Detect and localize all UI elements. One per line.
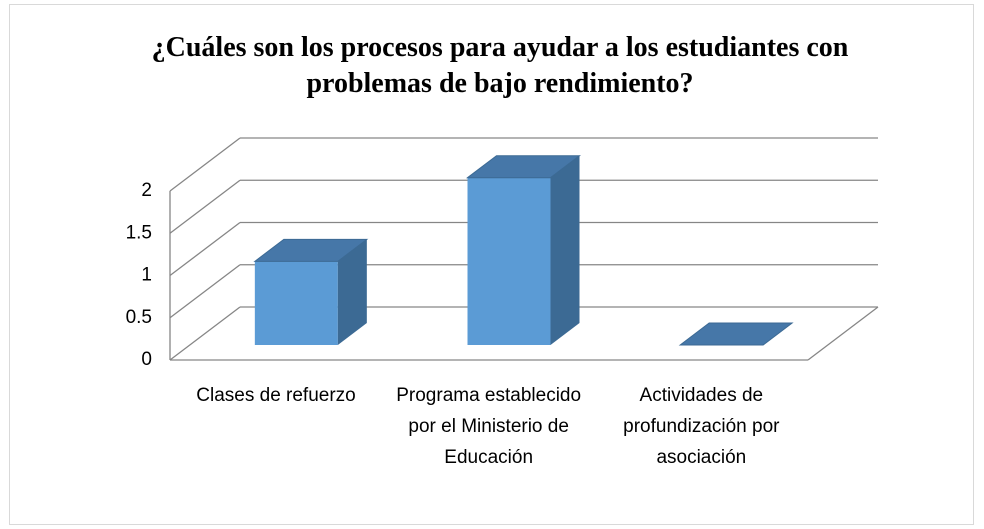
- chart-frame: [9, 4, 974, 525]
- bar-front: [467, 177, 551, 345]
- y-tick-label: 0: [141, 349, 152, 370]
- y-tick-label: 2: [141, 180, 152, 201]
- y-tick-label: 0.5: [126, 307, 152, 328]
- x-tick-label: Programa establecido por el Ministerio d…: [396, 385, 582, 468]
- bar-top: [466, 155, 581, 179]
- grid-line: [169, 264, 241, 319]
- bar-top: [678, 322, 794, 346]
- bar-side: [337, 239, 367, 345]
- y-tick-label: 1.5: [126, 222, 152, 243]
- floor-right: [807, 306, 879, 361]
- bar-top: [253, 238, 369, 262]
- x-tick-label: Clases de refuerzo: [196, 385, 356, 406]
- y-tick-label: 1: [141, 265, 152, 286]
- chart-title: ¿Cuáles son los procesos para ayudar a l…: [151, 32, 849, 99]
- x-tick-label: Actividades de profundización por asocia…: [623, 385, 780, 468]
- grid-line: [169, 306, 241, 361]
- bar-side: [550, 155, 580, 345]
- grid-line: [169, 179, 241, 234]
- bar-front: [254, 261, 338, 345]
- grid-line: [169, 137, 241, 192]
- grid-line: [169, 221, 241, 277]
